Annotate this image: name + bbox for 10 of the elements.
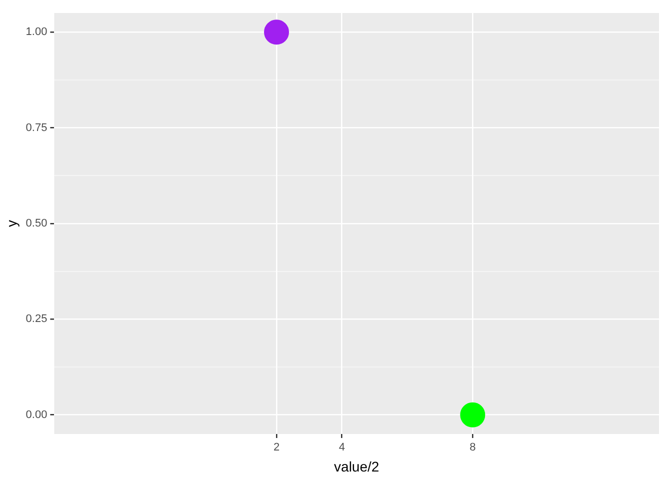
y-tick-label: 1.00 [26,26,48,38]
x-tick-label: 4 [338,442,345,454]
y-tick-label: 0.25 [26,313,48,326]
x-tick-label: 8 [470,442,476,454]
y-tick-label: 0.50 [26,218,48,230]
y-tick-label: 0.75 [26,122,48,134]
x-axis-title: value/2 [334,458,380,474]
y-axis-title: y [3,220,20,227]
y-tick-label: 0.00 [26,408,48,421]
x-tick-label: 2 [273,442,280,454]
